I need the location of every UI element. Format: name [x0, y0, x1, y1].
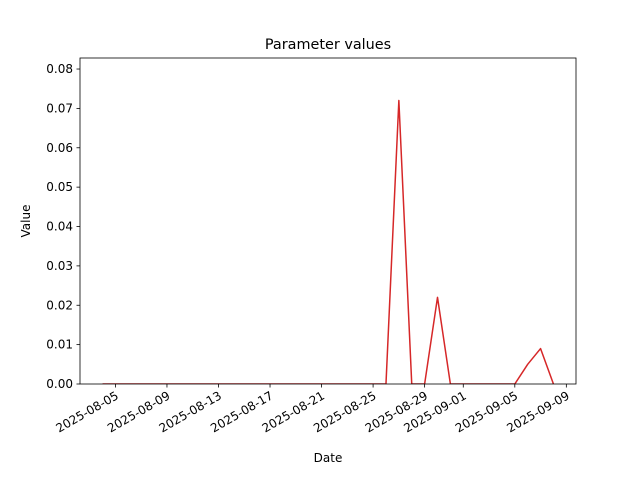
- y-tick-label: 0.01: [46, 338, 73, 352]
- y-tick-label: 0.08: [46, 62, 73, 76]
- y-axis-label: Value: [19, 205, 33, 238]
- y-tick-label: 0.07: [46, 101, 73, 115]
- y-tick-label: 0.06: [46, 141, 73, 155]
- y-tick-label: 0.04: [46, 220, 73, 234]
- y-tick-label: 0.02: [46, 298, 73, 312]
- chart-title: Parameter values: [265, 37, 391, 53]
- y-tick-label: 0.03: [46, 259, 73, 273]
- y-tick-label: 0.05: [46, 180, 73, 194]
- x-axis-label: Date: [314, 451, 343, 465]
- data-line: [102, 99, 555, 384]
- plot-frame: [79, 57, 577, 385]
- y-tick-label: 0.00: [46, 377, 73, 391]
